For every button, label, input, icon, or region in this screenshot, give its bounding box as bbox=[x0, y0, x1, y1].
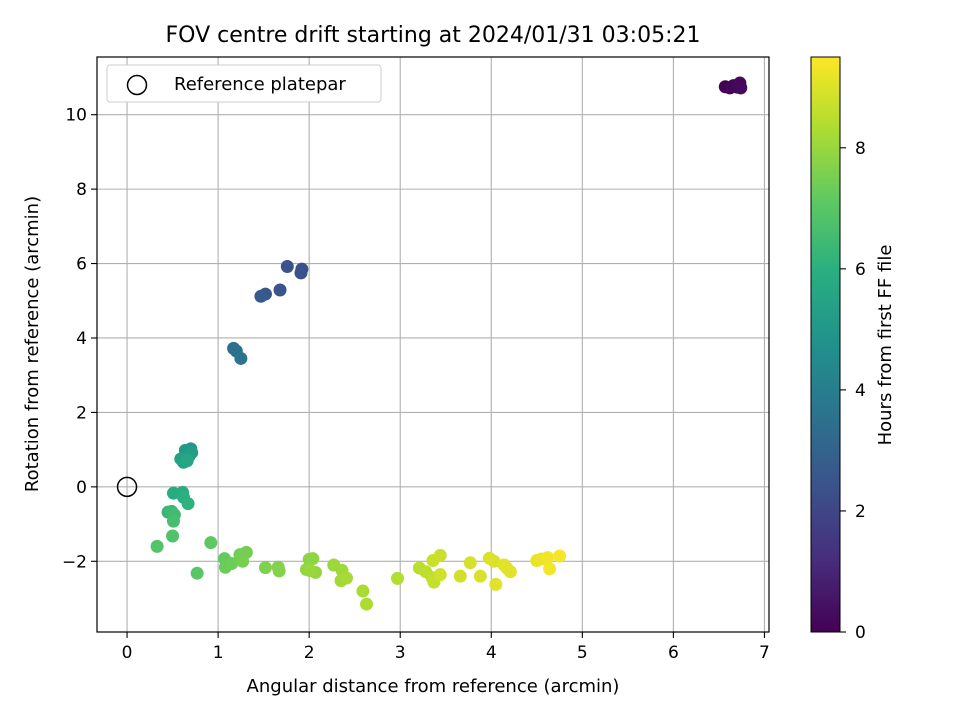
data-point bbox=[360, 597, 374, 611]
colorbar-tick-label: 0 bbox=[855, 623, 866, 643]
data-point bbox=[225, 557, 239, 571]
data-point bbox=[356, 584, 370, 598]
x-tick-label: 6 bbox=[668, 643, 679, 663]
data-point bbox=[166, 529, 180, 543]
colorbar-tick-label: 8 bbox=[855, 139, 866, 159]
colorbar bbox=[810, 56, 841, 633]
data-point bbox=[303, 564, 317, 578]
reference-marker bbox=[116, 476, 138, 498]
y-tick-label: 4 bbox=[76, 329, 87, 349]
x-tick-label: 5 bbox=[577, 643, 588, 663]
x-tick-label: 3 bbox=[395, 643, 406, 663]
data-point bbox=[503, 565, 517, 579]
x-tick-label: 2 bbox=[304, 643, 315, 663]
colorbar-tick-label: 6 bbox=[855, 260, 866, 280]
data-point bbox=[190, 566, 204, 580]
data-point bbox=[339, 571, 353, 585]
data-point bbox=[180, 454, 194, 468]
data-point bbox=[234, 351, 248, 365]
data-point bbox=[258, 561, 272, 575]
data-point bbox=[204, 536, 218, 550]
colorbar-label: Hours from first FF file bbox=[875, 245, 896, 446]
data-point bbox=[543, 562, 557, 576]
data-point bbox=[294, 266, 308, 280]
data-point bbox=[150, 539, 164, 553]
data-point bbox=[166, 514, 180, 528]
legend-reference-marker bbox=[126, 74, 148, 96]
x-tick-label: 0 bbox=[122, 643, 133, 663]
y-tick-label: 8 bbox=[76, 180, 87, 200]
legend-entry-reference: Reference platepar bbox=[174, 74, 346, 95]
y-tick-label: 6 bbox=[76, 255, 87, 275]
y-axis-label: Rotation from reference (arcmin) bbox=[22, 196, 43, 492]
data-point bbox=[553, 549, 567, 563]
plot-area-frame bbox=[96, 56, 770, 633]
data-point bbox=[433, 568, 447, 582]
data-point bbox=[489, 577, 503, 591]
data-point bbox=[473, 569, 487, 583]
chart-title: FOV centre drift starting at 2024/01/31 … bbox=[166, 23, 701, 48]
y-tick-label: 2 bbox=[76, 403, 87, 423]
x-tick-label: 4 bbox=[486, 643, 497, 663]
x-tick-label: 1 bbox=[213, 643, 224, 663]
data-point bbox=[390, 571, 404, 585]
data-point bbox=[541, 551, 555, 565]
data-point bbox=[236, 554, 250, 568]
data-point bbox=[280, 260, 294, 274]
data-point bbox=[254, 289, 268, 303]
y-tick-label: −2 bbox=[62, 552, 87, 572]
legend-box bbox=[106, 64, 382, 103]
y-tick-label: 0 bbox=[76, 478, 87, 498]
x-axis-label: Angular distance from reference (arcmin) bbox=[247, 676, 620, 697]
data-point bbox=[273, 283, 287, 297]
data-point bbox=[734, 81, 748, 95]
reference-platepar-marker bbox=[116, 476, 138, 498]
data-point bbox=[272, 564, 286, 578]
legend: Reference platepar bbox=[106, 64, 382, 103]
x-tick-label: 7 bbox=[759, 643, 770, 663]
x-axis-ticks: 0 1 2 3 4 5 6 7 bbox=[122, 632, 770, 663]
colorbar-tick-label: 2 bbox=[855, 502, 866, 522]
colorbar-ticks: 0 2 4 6 8 bbox=[840, 139, 866, 643]
data-point bbox=[433, 548, 447, 562]
data-point bbox=[453, 569, 467, 583]
data-point bbox=[463, 556, 477, 570]
grid-lines bbox=[97, 57, 769, 632]
y-axis-ticks: −2 0 2 4 6 8 10 bbox=[62, 106, 97, 572]
y-tick-label: 10 bbox=[65, 106, 87, 126]
data-point bbox=[306, 552, 320, 566]
data-point bbox=[487, 554, 501, 568]
data-point bbox=[181, 497, 195, 511]
colorbar-tick-label: 4 bbox=[855, 381, 866, 401]
data-points bbox=[150, 76, 748, 611]
